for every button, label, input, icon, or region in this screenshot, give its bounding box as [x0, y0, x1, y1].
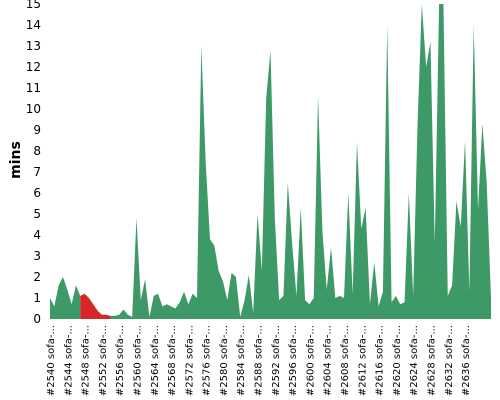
x-tick-label: #2552 sofa-...: [98, 325, 109, 396]
y-tick-label: 6: [33, 186, 41, 200]
y-tick-label: 1: [33, 291, 41, 305]
x-tick-label: #2556 sofa-...: [115, 325, 126, 396]
x-tick-label: #2572 sofa-...: [184, 325, 195, 396]
plot-area: [50, 4, 491, 319]
x-tick-label: #2596 sofa-...: [288, 325, 299, 396]
x-tick-label: #2628 sofa-...: [426, 325, 437, 396]
x-tick-label: #2600 sofa-...: [305, 325, 316, 396]
y-tick-label: 9: [33, 123, 41, 137]
y-tick-label: 11: [26, 81, 41, 95]
y-tick-label: 13: [26, 39, 41, 53]
x-tick-label: #2608 sofa-...: [340, 325, 351, 396]
y-tick-label: 2: [33, 270, 41, 284]
y-tick-label: 10: [26, 102, 41, 116]
x-tick-label: #2548 sofa-...: [81, 325, 92, 396]
x-tick-label: #2576 sofa-...: [202, 325, 213, 396]
x-tick-label: #2616 sofa-...: [375, 325, 386, 396]
x-tick-label: #2632 sofa-...: [444, 325, 455, 396]
area-segment-highlight: [80, 293, 111, 319]
y-tick-label: 14: [26, 18, 41, 32]
x-tick-label: #2580 sofa-...: [219, 325, 230, 396]
y-tick-label: 5: [33, 207, 41, 221]
x-tick-label: #2584 sofa-...: [236, 325, 247, 396]
x-tick-label: #2588 sofa-...: [254, 325, 265, 396]
y-tick-label: 0: [33, 312, 41, 326]
y-tick-label: 7: [33, 165, 41, 179]
x-tick-label: #2544 sofa-...: [63, 325, 74, 396]
x-axis-ticks: #2540 sofa-... #2544 sofa-... #2548 sofa-.…: [46, 325, 472, 396]
x-tick-label: #2612 sofa-...: [357, 325, 368, 396]
area-segment-1: [50, 277, 81, 319]
x-tick-label: #2568 sofa-...: [167, 325, 178, 396]
x-tick-label: #2624 sofa-...: [409, 325, 420, 396]
x-tick-label: #2636 sofa-...: [461, 325, 472, 396]
x-tick-label: #2560 sofa-...: [132, 325, 143, 396]
y-axis-title: mins: [8, 141, 24, 179]
y-tick-label: 8: [33, 144, 41, 158]
x-tick-label: #2620 sofa-...: [392, 325, 403, 396]
x-tick-label: #2564 sofa-...: [150, 325, 161, 396]
y-tick-label: 3: [33, 249, 41, 263]
y-tick-label: 15: [26, 0, 41, 11]
area-segment-2: [110, 4, 491, 319]
x-tick-label: #2540 sofa-...: [46, 325, 57, 396]
y-tick-label: 4: [33, 228, 41, 242]
y-tick-label: 12: [26, 60, 41, 74]
x-tick-label: #2592 sofa-...: [271, 325, 282, 396]
x-tick-label: #2604 sofa-...: [323, 325, 334, 396]
